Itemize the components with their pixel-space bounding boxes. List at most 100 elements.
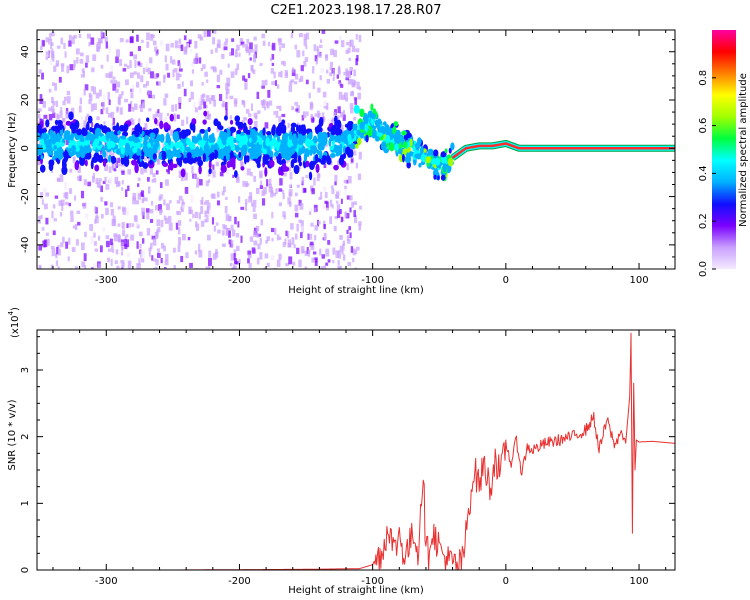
spectrogram-noise-cell <box>65 241 69 249</box>
spectrogram-noise-cell <box>136 34 139 42</box>
spectrogram-noise-cell <box>330 119 334 124</box>
spectrogram-noise-cell <box>282 211 286 218</box>
spectrogram-noise-cell <box>154 46 158 52</box>
spectrogram-noise-cell <box>37 108 42 112</box>
spectrogram-signal-cell <box>262 127 266 136</box>
spectrogram-noise-cell <box>255 233 259 238</box>
spectrogram-signal-cell <box>306 133 312 140</box>
spectrogram-noise-cell <box>225 91 228 100</box>
spectrogram-noise-cell <box>111 249 115 253</box>
spectrogram-noise-cell <box>283 61 286 67</box>
spectrogram-noise-cell <box>59 212 63 217</box>
spectrogram-noise-cell <box>347 239 351 244</box>
spectrogram-signal-cell <box>149 159 154 165</box>
spectrogram-signal-cell <box>255 147 262 157</box>
spectrogram-noise-cell <box>163 245 166 252</box>
spectrogram-signal-cell <box>336 119 342 130</box>
spectrogram-signal-cell <box>421 156 426 162</box>
spectrogram-noise-cell <box>333 112 337 117</box>
spectrogram-noise-cell <box>340 40 345 48</box>
spectrogram-signal-cell <box>264 167 268 177</box>
spectrogram-noise-cell <box>248 49 251 56</box>
spectrogram-noise-cell <box>338 91 343 100</box>
spectrogram-signal-cell <box>134 131 140 138</box>
spectrogram-signal-cell <box>319 151 322 159</box>
spectrogram-signal-cell <box>139 126 143 135</box>
spectrogram-signal-cell <box>203 110 208 117</box>
spectrogram-noise-cell <box>99 245 103 253</box>
spectrogram-noise-cell <box>277 37 282 43</box>
spectrogram-noise-cell <box>121 170 125 175</box>
spectrogram-signal-cell <box>45 119 50 128</box>
spectrogram-noise-cell <box>115 56 119 63</box>
spectrogram-noise-cell <box>206 95 210 102</box>
spectrogram-signal-cell <box>221 131 228 142</box>
spectrogram-noise-cell <box>124 189 128 198</box>
spectrogram-noise-cell <box>100 185 104 193</box>
spectrogram-y-tick-label: 20 <box>20 94 31 107</box>
spectrogram-noise-cell <box>241 100 245 105</box>
spectrogram-noise-cell <box>141 199 145 204</box>
spectrogram-noise-cell <box>89 138 94 145</box>
spectrogram-noise-cell <box>159 182 163 189</box>
spectrogram-noise-cell <box>68 237 71 245</box>
spectrogram-signal-cell <box>225 151 230 161</box>
spectrogram-noise-cell <box>42 188 47 193</box>
spectrogram-noise-cell <box>347 175 352 184</box>
snr-x-tick-label: 0 <box>503 576 509 587</box>
spectrogram-noise-cell <box>39 46 43 51</box>
spectrogram-noise-cell <box>137 183 140 187</box>
spectrogram-noise-cell <box>41 199 44 205</box>
spectrogram-noise-cell <box>54 83 58 91</box>
spectrogram-noise-cell <box>156 229 159 238</box>
spectrogram-noise-cell <box>51 32 55 37</box>
spectrogram-noise-cell <box>289 81 293 86</box>
spectrogram-noise-cell <box>146 212 150 220</box>
spectrogram-noise-cell <box>212 37 216 45</box>
spectrogram-noise-cell <box>129 60 132 69</box>
spectrogram-x-tick-label: -100 <box>361 275 384 286</box>
spectrogram-noise-cell <box>217 229 221 234</box>
spectrogram-noise-cell <box>80 73 84 78</box>
spectrogram-noise-cell <box>336 204 341 211</box>
spectrogram-noise-cell <box>178 96 182 105</box>
spectrogram-noise-cell <box>170 56 173 64</box>
spectrogram-noise-cell <box>309 208 313 212</box>
spectrogram-noise-cell <box>38 120 41 125</box>
spectrogram-noise-cell <box>339 235 343 240</box>
spectrogram-noise-cell <box>120 241 124 249</box>
spectrogram-noise-cell <box>131 223 135 227</box>
spectrogram-noise-cell <box>155 259 159 266</box>
spectrogram-noise-cell <box>145 208 150 213</box>
spectrogram-noise-cell <box>159 40 163 46</box>
spectrogram-noise-cell <box>145 62 148 70</box>
spectrogram-noise-cell <box>271 186 274 195</box>
spectrogram-noise-cell <box>175 72 180 81</box>
spectrogram-noise-cell <box>58 76 62 83</box>
spectrogram-noise-cell <box>291 32 294 38</box>
spectrogram-noise-cell <box>72 64 76 71</box>
spectrogram-signal-cell <box>306 147 310 158</box>
spectrogram-noise-cell <box>316 46 319 52</box>
spectrogram-noise-cell <box>300 65 304 72</box>
spectrogram-signal-cell <box>132 147 138 154</box>
spectrogram-noise-cell <box>288 256 293 265</box>
spectrogram-noise-cell <box>100 64 104 69</box>
spectrogram-noise-cell <box>62 100 66 106</box>
spectrogram-noise-cell <box>200 94 205 103</box>
spectrogram-signal-cell <box>227 129 231 138</box>
spectrogram-signal-cell <box>356 129 361 136</box>
spectrogram-signal-cell <box>109 143 116 148</box>
spectrogram-signal-cell <box>99 136 104 142</box>
spectrogram-noise-cell <box>60 199 65 206</box>
spectrogram-signal-cell <box>308 171 313 181</box>
spectrogram-noise-cell <box>108 45 111 54</box>
spectrogram-noise-cell <box>316 110 320 118</box>
spectrogram-noise-cell <box>69 64 74 71</box>
spectrogram-noise-cell <box>137 46 142 52</box>
spectrogram-noise-cell <box>178 73 182 78</box>
spectrogram-signal-cell <box>120 146 125 155</box>
spectrogram-signal-cell <box>238 140 243 149</box>
spectrogram-signal-cell <box>37 123 42 131</box>
